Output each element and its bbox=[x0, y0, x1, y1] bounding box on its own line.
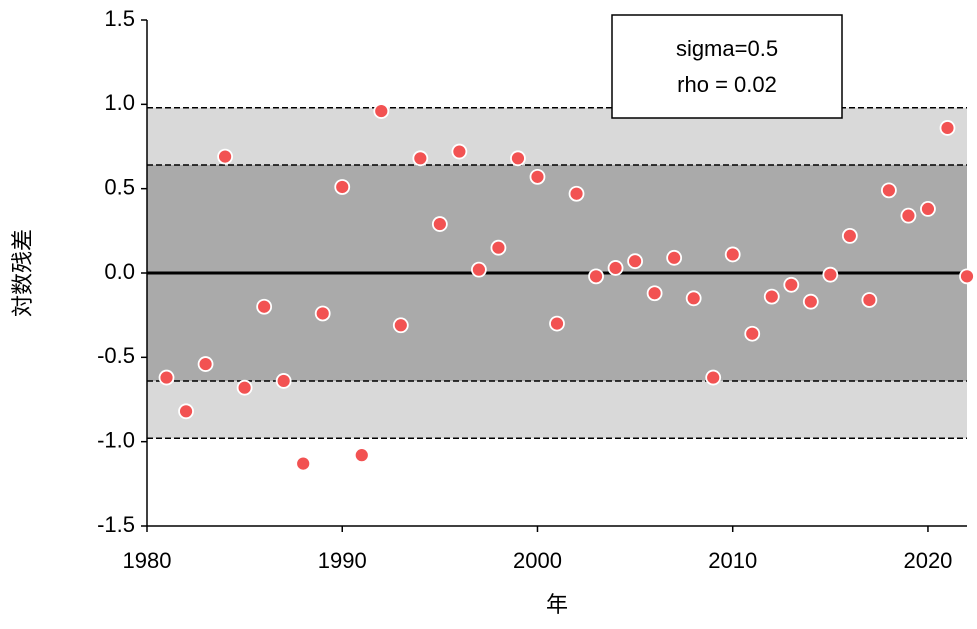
point bbox=[275, 373, 292, 389]
annotation: sigma=0.5 bbox=[676, 36, 778, 61]
point bbox=[744, 325, 761, 342]
point bbox=[568, 185, 585, 202]
y-tick-label: 1.5 bbox=[104, 6, 135, 31]
point bbox=[666, 249, 683, 266]
point bbox=[900, 207, 917, 224]
point bbox=[802, 293, 819, 310]
point bbox=[178, 403, 194, 420]
y-tick-label: 1.0 bbox=[104, 90, 135, 115]
point bbox=[529, 168, 546, 185]
point bbox=[861, 292, 878, 308]
point bbox=[412, 150, 429, 167]
point bbox=[841, 227, 858, 244]
point bbox=[881, 182, 897, 199]
y-tick-label: -1.0 bbox=[97, 427, 135, 452]
point bbox=[256, 298, 273, 315]
point bbox=[627, 253, 643, 270]
point bbox=[549, 315, 565, 332]
point bbox=[471, 261, 487, 278]
point bbox=[646, 285, 663, 302]
annotation: rho = 0.02 bbox=[677, 72, 777, 97]
point bbox=[959, 268, 975, 285]
point bbox=[373, 103, 390, 119]
y-axis-label: 対数残差 bbox=[10, 229, 35, 317]
point bbox=[920, 201, 936, 217]
point bbox=[431, 216, 448, 232]
y-tick-label: -1.5 bbox=[97, 512, 135, 537]
point bbox=[510, 150, 526, 167]
point bbox=[353, 447, 370, 464]
point bbox=[158, 369, 175, 386]
point bbox=[783, 276, 800, 293]
point bbox=[236, 379, 253, 396]
point bbox=[197, 356, 214, 372]
x-tick-label: 2010 bbox=[708, 548, 757, 573]
point bbox=[392, 317, 409, 334]
x-tick-label: 1980 bbox=[123, 548, 172, 573]
y-tick-label: 0.5 bbox=[104, 174, 135, 199]
x-tick-label: 2020 bbox=[903, 548, 952, 573]
point bbox=[490, 239, 507, 256]
x-axis-label: 年 bbox=[546, 592, 568, 617]
x-tick-label: 1990 bbox=[318, 548, 367, 573]
point bbox=[763, 288, 780, 305]
annotation-box bbox=[611, 14, 843, 119]
y-tick-label: 0.0 bbox=[104, 259, 135, 284]
point bbox=[217, 148, 233, 165]
point bbox=[822, 266, 839, 283]
x-tick-label: 2000 bbox=[513, 548, 562, 573]
point bbox=[334, 179, 351, 195]
point bbox=[939, 120, 956, 136]
point bbox=[724, 246, 741, 263]
point bbox=[314, 305, 331, 322]
point bbox=[451, 143, 468, 160]
point bbox=[295, 455, 312, 472]
point bbox=[685, 290, 702, 307]
y-tick-label: -0.5 bbox=[97, 343, 135, 368]
point bbox=[607, 260, 624, 276]
point bbox=[588, 268, 604, 285]
point bbox=[705, 369, 722, 386]
